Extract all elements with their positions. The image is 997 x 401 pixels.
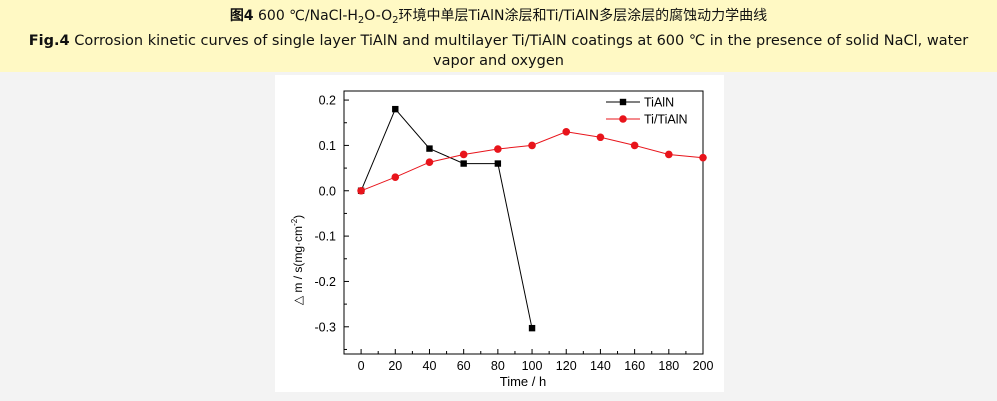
y-tick-label: 0.0 xyxy=(319,184,336,198)
caption-cn-fig-label: 图4 xyxy=(229,8,254,24)
data-point xyxy=(459,150,468,159)
series-ti-tialn xyxy=(357,128,707,195)
data-point xyxy=(494,145,502,153)
data-point xyxy=(562,128,571,136)
figure-caption: 图4 600 ℃/NaCl-H2O-O2环境中单层TiAlN涂层和Ti/TiAl… xyxy=(0,0,997,72)
x-tick-label: 120 xyxy=(556,359,577,373)
x-tick-label: 140 xyxy=(590,359,611,373)
y-tick-label: 0.1 xyxy=(319,139,336,153)
data-point xyxy=(494,160,502,167)
x-tick-label: 200 xyxy=(693,359,714,373)
legend-marker xyxy=(619,98,627,106)
series-tialn xyxy=(357,105,536,332)
data-point xyxy=(665,150,673,159)
data-point xyxy=(357,186,365,195)
y-tick-label: -0.3 xyxy=(314,320,336,334)
x-axis-label: Time / h xyxy=(500,374,546,389)
y-axis-label-main: △ m / s(mg·cm xyxy=(291,226,305,305)
caption-cn-text-2: O-O xyxy=(364,8,393,24)
data-point xyxy=(596,133,605,142)
chart-axes: 0 20 40 60 80 100 120 140 160 180 200 0.2 0.1 0.0 -0.1… xyxy=(314,90,714,373)
data-point xyxy=(425,158,434,166)
data-point xyxy=(426,145,433,152)
plot-frame xyxy=(343,90,704,355)
chart-series xyxy=(357,105,707,332)
chart-panel: 0 20 40 60 80 100 120 140 160 180 200 0.2 0.1 0.0 -0.1… xyxy=(275,75,724,392)
y-tick-label: 0.2 xyxy=(319,94,336,108)
series-line xyxy=(360,131,704,192)
x-tick-label: 0 xyxy=(358,359,365,373)
y-tick-label: -0.2 xyxy=(314,275,336,289)
x-tick-label: 160 xyxy=(624,359,645,373)
caption-cn-text-3: 环境中单层TiAlN涂层和Ti/TiAlN多层涂层的腐蚀动力学曲线 xyxy=(398,8,768,24)
x-tick-label: 40 xyxy=(423,359,437,373)
data-point xyxy=(528,141,536,150)
series-line xyxy=(360,108,533,329)
y-tick-label: -0.1 xyxy=(314,230,336,244)
y-axis-label-sup: -2 xyxy=(290,218,299,226)
y-axis-label: △ m / s(mg·cm-2) xyxy=(290,215,305,305)
data-point xyxy=(391,173,400,181)
legend-marker xyxy=(619,115,627,123)
chart-legend: TiAlN Ti/TiAlN xyxy=(606,96,688,127)
caption-english: Fig.4 Corrosion kinetic curves of single… xyxy=(0,31,997,71)
caption-cn-sub-2: 2 xyxy=(392,15,399,26)
caption-chinese: 图4 600 ℃/NaCl-H2O-O2环境中单层TiAlN涂层和Ti/TiAl… xyxy=(0,0,997,31)
x-tick-label: 80 xyxy=(491,359,505,373)
data-point xyxy=(630,141,639,150)
data-point xyxy=(699,153,707,162)
caption-en-fig-label: Fig.4 xyxy=(28,33,70,49)
caption-en-text: Corrosion kinetic curves of single layer… xyxy=(69,33,969,69)
data-point xyxy=(392,105,399,113)
legend-label: TiAlN xyxy=(644,96,674,110)
x-tick-label: 100 xyxy=(522,359,543,373)
data-point xyxy=(528,324,536,332)
x-tick-label: 180 xyxy=(658,359,679,373)
caption-cn-sub-1: 2 xyxy=(357,15,365,26)
y-axis-label-end: ) xyxy=(291,215,305,219)
x-tick-label: 60 xyxy=(457,359,471,373)
data-point xyxy=(460,160,467,167)
legend-label: Ti/TiAlN xyxy=(644,113,688,127)
chart: 0 20 40 60 80 100 120 140 160 180 200 0.2 0.1 0.0 -0.1… xyxy=(290,90,714,389)
caption-cn-text-1: 600 ℃/NaCl-H xyxy=(253,8,358,24)
x-tick-label: 20 xyxy=(388,359,402,373)
